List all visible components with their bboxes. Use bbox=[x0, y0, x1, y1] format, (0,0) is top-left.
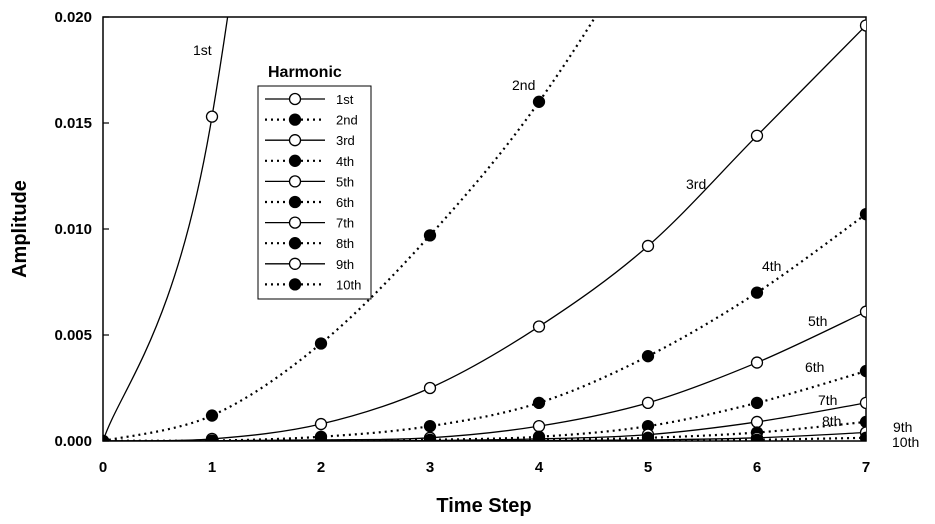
data-point-5th bbox=[532, 420, 546, 433]
data-point-10th bbox=[859, 431, 866, 441]
y-tick-label: 0.005 bbox=[54, 327, 92, 344]
data-point-10th bbox=[205, 434, 219, 441]
series-label-1st: 1st bbox=[193, 42, 212, 58]
legend-marker-8th bbox=[288, 237, 302, 250]
legend-title: Harmonic bbox=[268, 64, 342, 81]
legend-marker-1st bbox=[288, 92, 302, 106]
legend-marker-3rd bbox=[288, 134, 302, 147]
legend-label-1st: 1st bbox=[336, 92, 354, 107]
series-label-7th: 7th bbox=[818, 392, 837, 408]
legend-label-8th: 8th bbox=[336, 236, 354, 251]
x-tick-label: 4 bbox=[535, 459, 544, 476]
legend-marker-7th bbox=[288, 216, 302, 229]
series-label-6th: 6th bbox=[805, 359, 824, 375]
legend-label-3rd: 3rd bbox=[336, 133, 355, 148]
data-point-4th bbox=[423, 420, 437, 433]
legend-marker-10th bbox=[288, 278, 302, 291]
data-point-3rd bbox=[532, 320, 546, 333]
plot-area bbox=[103, 17, 866, 441]
series-line-2nd bbox=[103, 17, 597, 441]
data-point-5th bbox=[641, 396, 655, 409]
series-label-2nd: 2nd bbox=[512, 77, 535, 93]
series-label-4th: 4th bbox=[762, 258, 781, 274]
y-tick-label: 0.000 bbox=[54, 433, 92, 450]
legend-label-9th: 9th bbox=[336, 257, 354, 272]
legend-label-10th: 10th bbox=[336, 277, 361, 292]
x-tick-label: 1 bbox=[208, 459, 216, 476]
x-tick-label: 5 bbox=[644, 459, 652, 476]
data-point-10th bbox=[103, 434, 110, 441]
legend-label-6th: 6th bbox=[336, 195, 354, 210]
x-tick-label: 2 bbox=[317, 459, 325, 476]
data-point-10th bbox=[641, 434, 655, 441]
data-point-4th bbox=[750, 286, 764, 299]
data-point-2nd bbox=[314, 337, 328, 350]
legend-label-2nd: 2nd bbox=[336, 113, 358, 128]
data-point-4th bbox=[532, 396, 546, 409]
series-label-10th: 10th bbox=[892, 434, 919, 450]
series-label-5th: 5th bbox=[808, 313, 827, 329]
x-tick-label: 6 bbox=[753, 459, 761, 476]
y-axis-title: Amplitude bbox=[9, 180, 31, 278]
data-point-10th bbox=[532, 434, 546, 441]
series-label-8th: 8th bbox=[822, 413, 841, 429]
x-tick-label: 7 bbox=[862, 459, 870, 476]
data-point-1st bbox=[205, 110, 219, 123]
data-point-2nd bbox=[532, 95, 546, 108]
data-point-10th bbox=[750, 433, 764, 441]
y-ticks: 0.000 0.005 0.010 0.015 0.020 bbox=[54, 9, 109, 450]
series-label-9th: 9th bbox=[893, 419, 912, 435]
data-point-2nd bbox=[205, 409, 219, 422]
legend-marker-2nd bbox=[288, 113, 302, 126]
y-tick-label: 0.020 bbox=[54, 9, 92, 26]
data-point-3rd bbox=[314, 417, 328, 431]
y-tick-label: 0.015 bbox=[54, 115, 92, 132]
legend-label-4th: 4th bbox=[336, 154, 354, 169]
x-tick-label: 0 bbox=[99, 459, 107, 476]
data-point-10th bbox=[423, 434, 437, 441]
data-point-5th bbox=[859, 305, 866, 318]
legend-label-7th: 7th bbox=[336, 216, 354, 231]
data-point-10th bbox=[314, 434, 328, 441]
series-label-3rd: 3rd bbox=[686, 176, 706, 192]
legend: Harmonic 1st 2nd 3rd 4th 5th 6th 7th 8th 9th 10th bbox=[257, 64, 372, 300]
data-point-8th bbox=[859, 415, 866, 429]
legend-marker-9th bbox=[288, 257, 302, 270]
data-point-6th bbox=[859, 364, 866, 378]
data-point-3rd bbox=[641, 239, 655, 253]
y-tick-label: 0.010 bbox=[54, 221, 92, 238]
x-tick-label: 3 bbox=[426, 459, 434, 476]
series-line-7th bbox=[103, 402, 866, 441]
x-axis-title: Time Step bbox=[436, 495, 531, 517]
legend-marker-5th bbox=[288, 175, 302, 188]
data-point-7th bbox=[859, 396, 866, 409]
data-point-6th bbox=[750, 396, 764, 409]
data-point-5th bbox=[750, 356, 764, 369]
legend-marker-4th bbox=[288, 154, 302, 167]
legend-label-5th: 5th bbox=[336, 174, 354, 189]
data-point-2nd bbox=[423, 229, 437, 242]
data-point-4th bbox=[859, 208, 866, 221]
legend-marker-6th bbox=[288, 195, 302, 209]
data-point-7th bbox=[750, 415, 764, 429]
data-point-3rd bbox=[859, 19, 866, 32]
data-point-3rd bbox=[423, 381, 437, 395]
series-line-10th bbox=[103, 436, 866, 441]
data-point-4th bbox=[641, 350, 655, 363]
data-point-3rd bbox=[750, 129, 764, 142]
